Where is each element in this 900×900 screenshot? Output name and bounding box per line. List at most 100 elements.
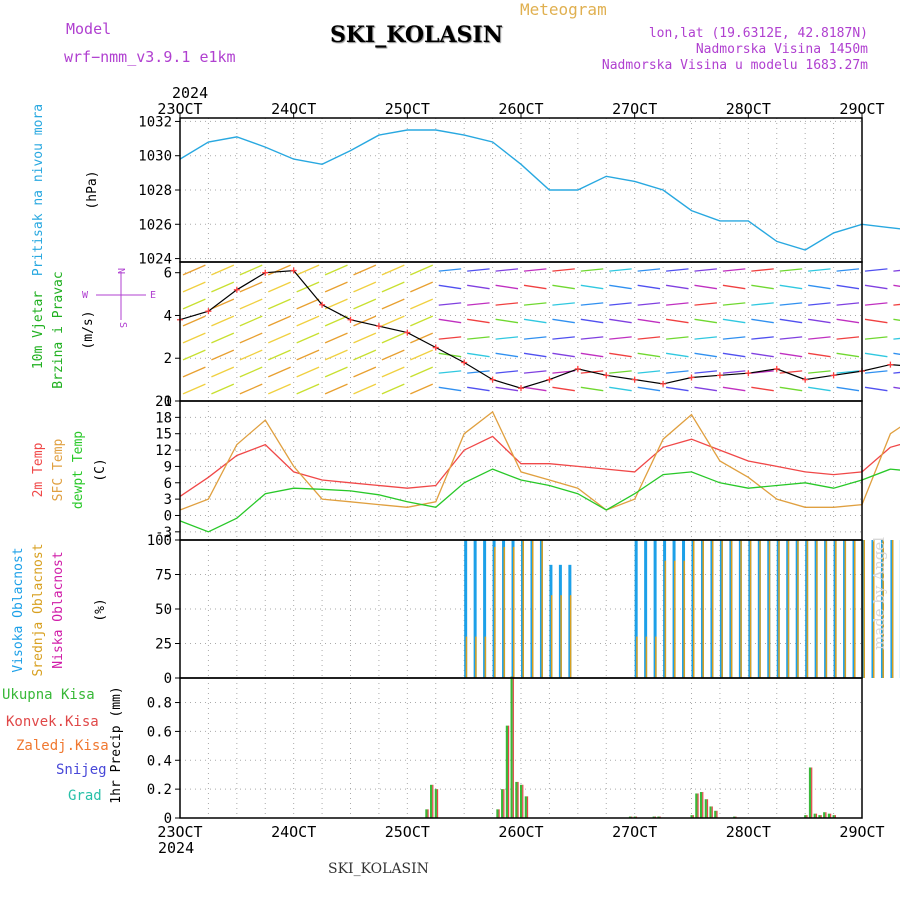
wind-arrow xyxy=(239,264,263,276)
mid-cloud-bar xyxy=(693,540,695,678)
compass-w: W xyxy=(82,290,89,301)
wind-arrow xyxy=(779,318,803,324)
wind-arrow xyxy=(381,281,405,293)
wind-arrow xyxy=(836,302,860,306)
wind-arrow xyxy=(353,383,377,395)
mid-cloud-bar xyxy=(645,636,648,678)
wind-arrow xyxy=(296,383,320,395)
date-label-top: 27OCT xyxy=(612,100,657,118)
wind-gust-mark xyxy=(489,376,496,383)
temp-2m-title: 2m Temp xyxy=(31,442,46,497)
wind-arrow xyxy=(296,332,320,344)
high-cloud-bar xyxy=(653,540,657,678)
wind-arrow xyxy=(381,332,405,344)
wind-gust-mark xyxy=(205,308,212,315)
wind-arrow xyxy=(296,349,320,361)
wind-arrow xyxy=(836,268,860,272)
mid-cloud-bar xyxy=(475,636,477,678)
precip-total-bar xyxy=(823,812,826,818)
temp-tick-label: 21 xyxy=(155,394,172,410)
precip-conv-bar xyxy=(692,815,694,818)
precip-total-bar xyxy=(818,815,821,818)
coords-text: lon,lat (19.6312E, 42.8187N) xyxy=(648,26,868,41)
date-label-top: 23OCT xyxy=(157,100,202,118)
mid-cloud-bar xyxy=(513,546,515,678)
wind-arrow xyxy=(893,318,900,321)
wind-arrow xyxy=(609,370,632,374)
wind-arrow xyxy=(211,332,235,344)
wind-arrow xyxy=(580,352,604,358)
pressure-line xyxy=(179,129,900,251)
wind-arrow xyxy=(353,264,377,276)
wind-arrow xyxy=(580,268,604,272)
precip-conv-bar xyxy=(512,676,514,818)
precip-total-bar xyxy=(524,796,527,818)
meteogram-label: Meteogram xyxy=(520,0,607,19)
date-label-top: 25OCT xyxy=(385,100,430,118)
wind-gust-mark xyxy=(603,372,610,379)
precip-tick-label: 0.6 xyxy=(147,724,172,740)
mid-cloud-bar xyxy=(636,636,638,678)
wind-arrow xyxy=(580,386,604,392)
mid-cloud-bar xyxy=(702,540,704,678)
wind-arrow xyxy=(836,284,860,290)
date-label-top: 24OCT xyxy=(271,100,316,118)
pressure-unit: (hPa) xyxy=(85,170,100,209)
precip-tick-label: 0.8 xyxy=(147,696,172,712)
wind-arrow xyxy=(467,284,490,290)
wind-arrow xyxy=(694,318,718,324)
wind-arrow xyxy=(552,386,575,392)
mid-cloud-bar xyxy=(749,540,752,678)
mid-cloud-bar xyxy=(721,540,723,678)
wind-arrow xyxy=(694,268,717,272)
wind-arrow xyxy=(722,302,746,306)
wind-arrow xyxy=(836,386,860,392)
wind-arrow xyxy=(495,302,519,306)
wind-arrow xyxy=(722,386,746,392)
wind-arrow xyxy=(864,370,888,374)
temp-tick-label: -3 xyxy=(155,525,172,541)
precip-legend-4: Grad xyxy=(68,788,102,804)
wind-arrow xyxy=(438,336,462,340)
compass-e: E xyxy=(150,290,156,301)
wind-arrow xyxy=(523,386,547,392)
mid-cloud-bar xyxy=(730,540,733,678)
wind-arrow xyxy=(296,298,320,310)
mid-cloud-bar xyxy=(683,560,686,678)
wind-arrow xyxy=(182,349,206,361)
wind-arrow xyxy=(637,302,661,306)
wind-arrow xyxy=(239,332,263,344)
precip-conv-bar xyxy=(830,813,832,818)
wind-arrow xyxy=(609,336,632,340)
precip-conv-bar xyxy=(517,781,519,818)
wind-arrow xyxy=(495,386,519,392)
high-cloud-bar xyxy=(473,540,477,678)
precip-conv-bar xyxy=(503,789,505,818)
mid-cloud-bar xyxy=(740,540,742,678)
precip-legend-0: Ukupna Kisa xyxy=(2,687,95,703)
wind-arrow xyxy=(467,318,490,324)
precip-conv-bar xyxy=(834,815,836,818)
cloud-tick-label: 25 xyxy=(155,637,172,653)
wind-arrow xyxy=(637,352,661,358)
wind-arrow xyxy=(751,318,774,324)
mid-cloud-bar xyxy=(664,560,667,678)
wind-arrow xyxy=(808,284,831,290)
wind-arrow xyxy=(722,370,746,374)
wind-arrow xyxy=(609,352,632,358)
wind-arrow xyxy=(267,383,291,395)
date-label-bottom: 26OCT xyxy=(498,823,543,841)
mid-cloud-bar xyxy=(484,636,487,678)
precip-total-bar xyxy=(430,784,433,818)
wind-arrow xyxy=(239,383,263,395)
date-label-bottom: 28OCT xyxy=(726,823,771,841)
precip-legend-1: Konvek.Kisa xyxy=(6,714,99,730)
wind-gust-mark xyxy=(688,374,695,381)
wind-arrow xyxy=(495,370,519,374)
mid-cloud-bar xyxy=(503,546,506,678)
precip-total-bar xyxy=(501,789,504,818)
precip-tick-label: 0.4 xyxy=(147,753,172,769)
wind-arrow xyxy=(893,337,900,340)
wind-arrow xyxy=(722,352,746,358)
